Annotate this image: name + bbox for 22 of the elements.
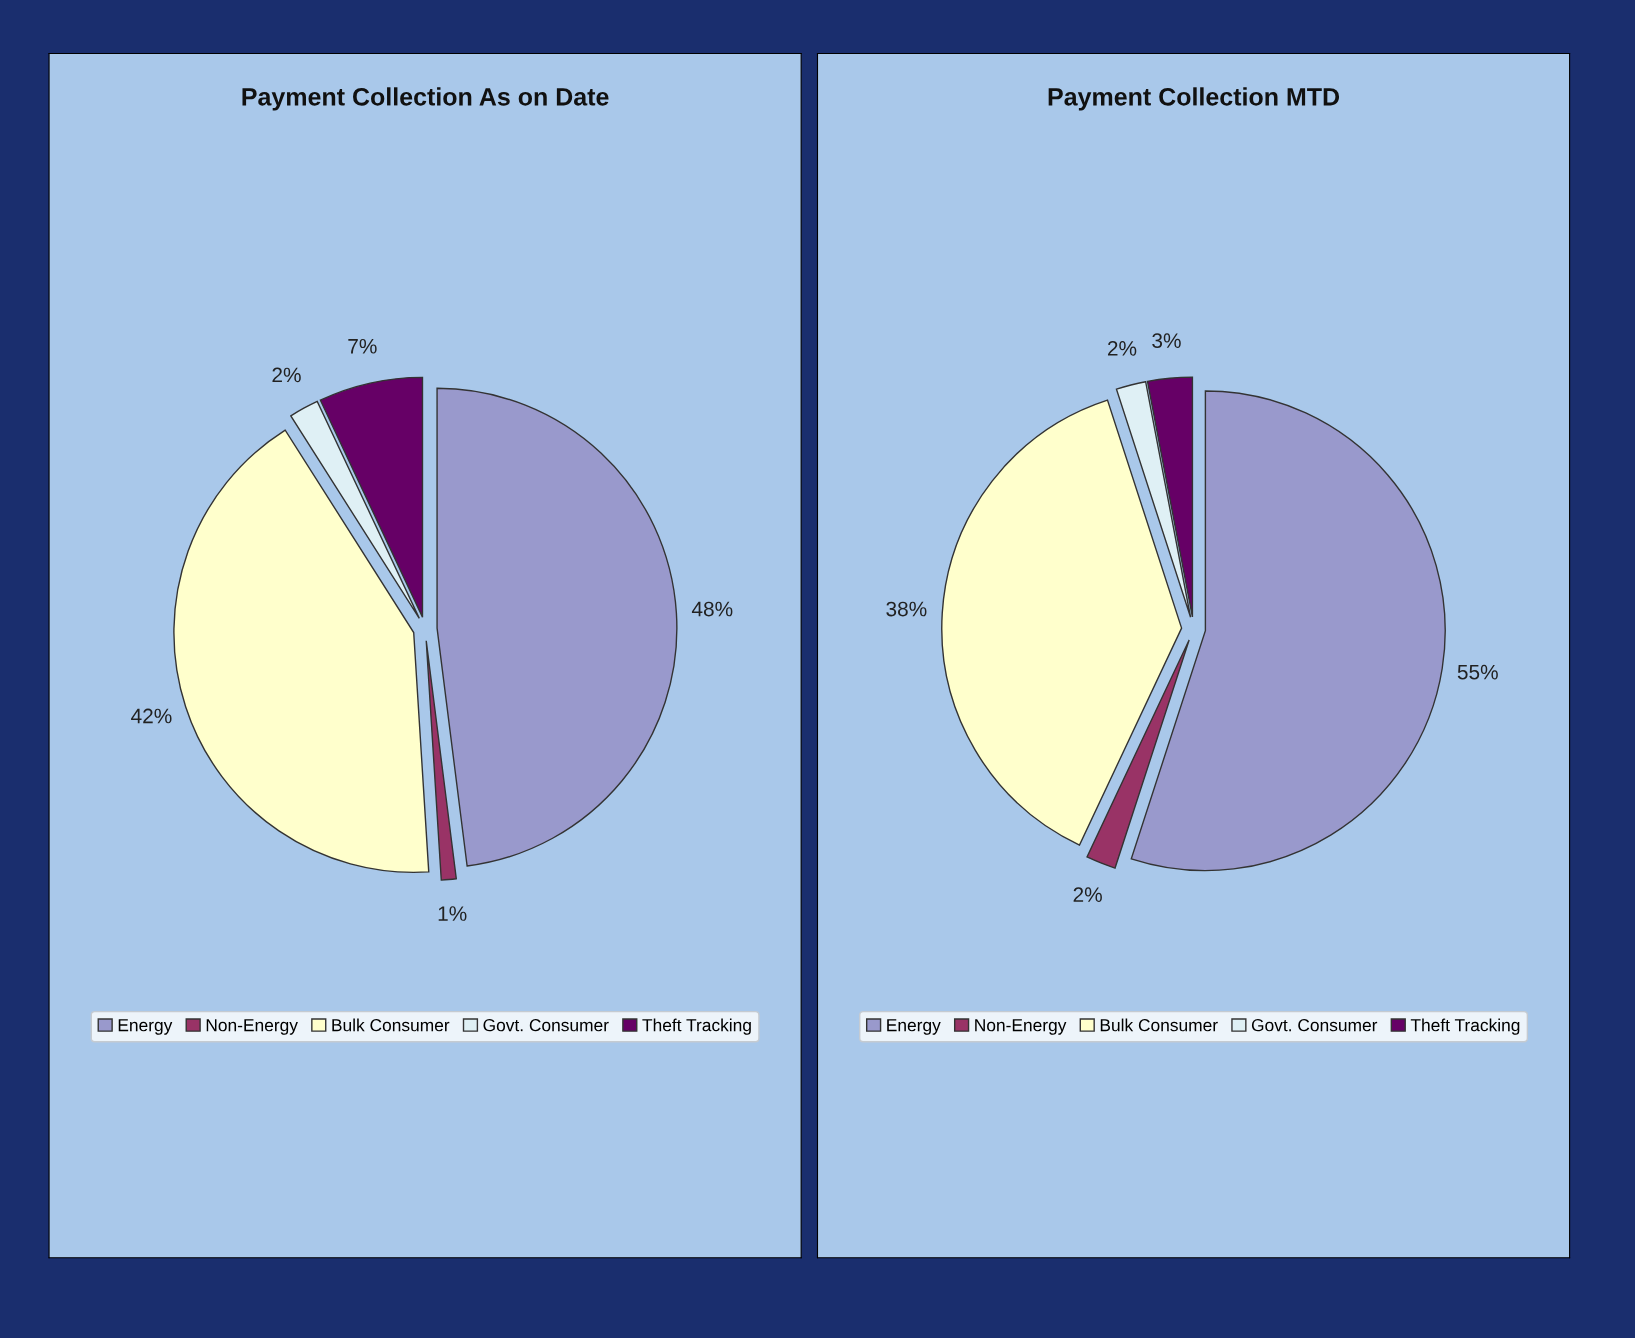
- chart-title: Payment Collection As on Date: [242, 87, 609, 111]
- data-label: 3%: [1152, 333, 1181, 348]
- chart-title: Payment Collection MTD: [1048, 87, 1340, 111]
- legend-label: Bulk Consumer: [332, 1018, 450, 1032]
- legend-label: Govt. Consumer: [1251, 1019, 1378, 1032]
- data-label: 2%: [1107, 340, 1137, 356]
- data-label: 7%: [348, 338, 377, 354]
- legend-label: Theft Tracking: [1410, 1018, 1520, 1035]
- legend-label: Energy: [887, 1019, 941, 1035]
- legend-label: Non-Energy: [975, 1019, 1067, 1035]
- legend-label: Govt. Consumer: [483, 1019, 609, 1032]
- data-label: 2%: [1073, 887, 1102, 902]
- legend-label: Bulk Consumer: [1100, 1018, 1218, 1032]
- data-label: 38%: [886, 601, 927, 617]
- data-label: 2%: [272, 367, 301, 383]
- data-label: 42%: [131, 708, 172, 724]
- legend-label: Energy: [118, 1019, 173, 1035]
- data-label: 55%: [1457, 664, 1498, 680]
- legend-label: Theft Tracking: [642, 1018, 751, 1035]
- data-label: 1%: [438, 906, 467, 921]
- legend-label: Non-Energy: [206, 1019, 298, 1035]
- data-label: 48%: [691, 601, 733, 617]
